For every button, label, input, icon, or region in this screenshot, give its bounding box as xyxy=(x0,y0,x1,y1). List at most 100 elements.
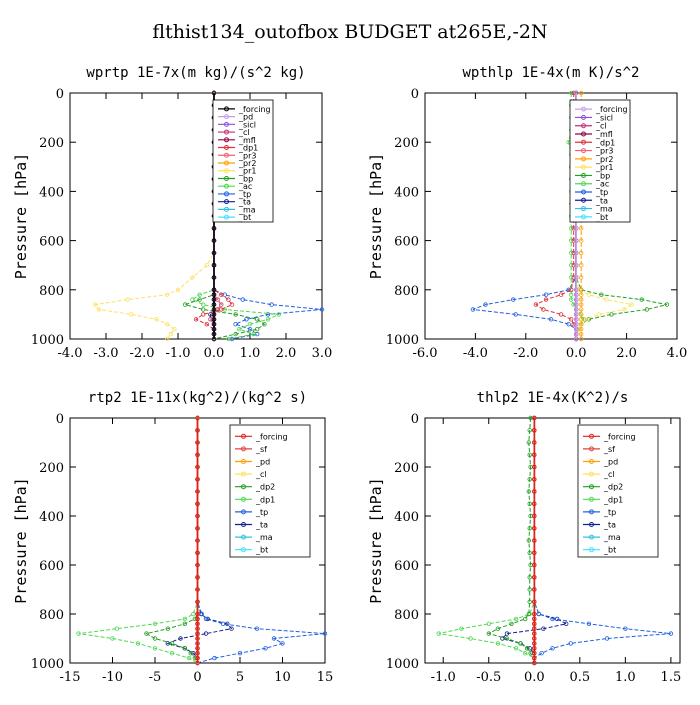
series-point-tp xyxy=(212,655,217,661)
series-point-dp2 xyxy=(527,587,532,592)
series-point-forcing xyxy=(211,297,217,302)
legend-label-bt: _bt xyxy=(595,213,608,222)
series-point-pr1 xyxy=(586,292,591,297)
legend-label-ma: _ma xyxy=(238,205,256,214)
x-tick-label: 3.0 xyxy=(312,346,333,361)
x-tick-label: 2.0 xyxy=(616,346,637,361)
x-tick-label: -2.0 xyxy=(513,346,538,361)
series-point-tp xyxy=(470,307,476,312)
series-point-forcing xyxy=(195,611,200,617)
y-tick-label: 0 xyxy=(411,87,419,102)
series-point-forcing xyxy=(195,626,200,631)
y-tick-label: 800 xyxy=(39,284,64,299)
series-point-pr2 xyxy=(579,297,584,302)
series-point-forcing xyxy=(532,538,537,543)
series-point-forcing xyxy=(195,636,200,641)
series-point-ac xyxy=(569,263,574,268)
series-point-dp2 xyxy=(518,641,523,646)
x-tick-label: -4.0 xyxy=(57,346,82,361)
series-point-ac xyxy=(569,292,574,297)
legend-marker-mfl xyxy=(581,131,586,137)
legend-label-bt: _bt xyxy=(238,213,251,222)
y-tick-label: 0 xyxy=(411,412,419,427)
chart-panel-3: rtp2 1E-11x(kg^2)/(kg^2 s) Pressure [hPa]… xyxy=(12,390,333,685)
series-point-forcing xyxy=(574,226,579,231)
series-point-dp1 xyxy=(182,616,187,622)
series-point-forcing xyxy=(195,538,200,543)
series-point-tp xyxy=(566,322,571,327)
series-point-forcing xyxy=(532,636,537,641)
legend-marker-pr3 xyxy=(224,152,229,158)
legend-label-pr2: _pr2 xyxy=(238,159,256,168)
series-point-dp2 xyxy=(165,626,170,631)
legend-label-forcing: _forcing xyxy=(603,432,636,441)
series-point-dp2 xyxy=(527,501,532,506)
legend-label-tp: _tp xyxy=(603,508,616,517)
series-point-ac xyxy=(569,238,574,243)
series-point-dp2 xyxy=(527,477,532,482)
series-point-tp xyxy=(244,317,249,322)
legend-marker-tp xyxy=(581,189,586,195)
series-point-forcing xyxy=(195,477,200,482)
legend-label-pd: _pd xyxy=(603,458,618,467)
series-point-pr1 xyxy=(96,307,101,312)
legend-label-mfl: _mfl xyxy=(238,136,256,145)
series-point-dp1 xyxy=(513,646,519,651)
series-point-tp xyxy=(222,292,227,297)
legend-label-bt: _bt xyxy=(603,546,616,555)
series-point-forcing xyxy=(532,655,537,661)
series-point-pr1 xyxy=(128,312,134,317)
y-tick-label: 600 xyxy=(394,559,419,574)
series-point-pr1 xyxy=(172,327,177,332)
x-tick-label: -15 xyxy=(60,670,81,685)
y-tick-label: 200 xyxy=(39,461,64,476)
series-point-bp xyxy=(609,312,614,317)
series-point-forcing xyxy=(211,302,217,307)
series-point-dp2 xyxy=(524,646,530,651)
series-point-dp1 xyxy=(486,621,491,626)
series-point-forcing xyxy=(574,292,579,297)
series-line-dp1 xyxy=(534,93,577,339)
legend-marker-cl xyxy=(224,129,229,135)
series-point-pr1 xyxy=(125,297,130,302)
series-point-ac xyxy=(569,297,574,302)
legend-marker-pr2 xyxy=(581,156,586,162)
series-point-pr1 xyxy=(168,331,173,337)
legend-label-bp: _bp xyxy=(595,171,610,180)
series-point-pr2 xyxy=(579,317,584,322)
series-point-forcing xyxy=(195,641,200,646)
legend-label-sf: _sf xyxy=(603,445,615,454)
series-point-ac xyxy=(265,317,271,322)
series-point-forcing xyxy=(195,415,200,421)
series-line-dp2 xyxy=(487,417,535,663)
series-line-pr1 xyxy=(94,93,215,340)
series-point-tp xyxy=(536,611,541,617)
series-point-pr1 xyxy=(621,307,627,312)
series-point-tp xyxy=(568,641,573,646)
series-point-tp xyxy=(550,646,555,651)
series-point-pr1 xyxy=(584,317,589,322)
series-point-pr1 xyxy=(604,297,609,302)
series-point-pr2 xyxy=(579,263,584,268)
series-point-pr2 xyxy=(579,275,584,280)
series-point-dp2 xyxy=(152,636,158,641)
legend-label-ta: _ta xyxy=(238,198,251,207)
series-point-ta xyxy=(504,631,510,636)
series-point-pr2 xyxy=(579,331,584,337)
series-point-dp2 xyxy=(526,611,531,617)
series-point-forcing xyxy=(574,287,579,292)
series-point-dp2 xyxy=(504,636,510,641)
series-line-dp1 xyxy=(78,418,198,664)
x-tick-label: 0.0 xyxy=(204,346,225,361)
series-point-dp1 xyxy=(110,636,115,641)
legend-label-forcing: _forcing xyxy=(595,105,628,114)
series-point-forcing xyxy=(211,322,217,327)
series-point-forcing xyxy=(532,477,537,482)
series-point-tp xyxy=(233,322,238,327)
y-axis-label: Pressure [hPa] xyxy=(367,153,385,279)
legend-label-pd: _pd xyxy=(255,458,270,467)
legend-marker-sf xyxy=(241,446,246,452)
series-point-dp2 xyxy=(527,550,532,555)
series-point-tp xyxy=(220,621,226,626)
